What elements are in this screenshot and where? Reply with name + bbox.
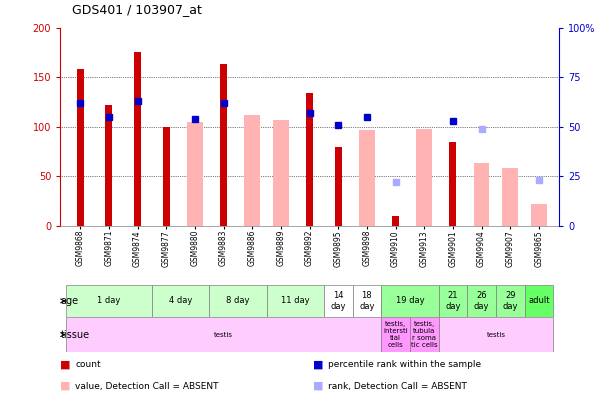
Text: 14
day: 14 day [331, 291, 346, 310]
Bar [187, 122, 203, 226]
Bar [496, 285, 525, 317]
Text: ■: ■ [60, 359, 70, 369]
Bar [209, 285, 266, 317]
Text: ■: ■ [313, 381, 323, 391]
Bar [105, 105, 112, 226]
Text: 29
day: 29 day [502, 291, 518, 310]
Text: GDS401 / 103907_at: GDS401 / 103907_at [72, 3, 202, 16]
Text: 19 day: 19 day [395, 297, 424, 305]
Text: testis,
tubula
r soma
tic cells: testis, tubula r soma tic cells [411, 321, 438, 348]
Bar [76, 69, 84, 226]
Bar [410, 317, 439, 352]
Text: percentile rank within the sample: percentile rank within the sample [328, 360, 481, 369]
Bar [273, 120, 288, 226]
Bar [381, 317, 410, 352]
Text: count: count [75, 360, 101, 369]
Text: ■: ■ [60, 381, 70, 391]
Text: rank, Detection Call = ABSENT: rank, Detection Call = ABSENT [328, 382, 466, 390]
Text: 4 day: 4 day [169, 297, 192, 305]
Text: value, Detection Call = ABSENT: value, Detection Call = ABSENT [75, 382, 219, 390]
Bar [392, 216, 399, 226]
Bar [525, 285, 553, 317]
Bar [381, 285, 439, 317]
Bar [163, 127, 169, 226]
Bar [474, 163, 489, 226]
Text: 8 day: 8 day [226, 297, 249, 305]
Bar [439, 285, 467, 317]
Text: 26
day: 26 day [474, 291, 489, 310]
Bar [306, 93, 313, 226]
Text: adult: adult [528, 297, 549, 305]
Text: testis: testis [214, 331, 233, 338]
Text: tissue: tissue [61, 329, 90, 340]
Bar [439, 317, 553, 352]
Text: 21
day: 21 day [445, 291, 460, 310]
Bar [359, 129, 375, 226]
Text: testis: testis [486, 331, 505, 338]
Text: age: age [61, 296, 79, 306]
Bar [353, 285, 381, 317]
Text: ■: ■ [313, 359, 323, 369]
Bar [531, 204, 547, 226]
Bar [450, 141, 456, 226]
Bar [266, 285, 324, 317]
Bar [66, 285, 152, 317]
Bar [335, 147, 342, 226]
Bar [244, 115, 260, 226]
Bar [416, 129, 432, 226]
Bar [152, 285, 209, 317]
Text: 18
day: 18 day [359, 291, 374, 310]
Text: 1 day: 1 day [97, 297, 121, 305]
Bar [134, 52, 141, 226]
Text: testis,
intersti
tial
cells: testis, intersti tial cells [383, 321, 408, 348]
Bar [502, 168, 518, 226]
Bar [324, 285, 353, 317]
Bar [66, 317, 381, 352]
Bar [467, 285, 496, 317]
Bar [220, 64, 227, 226]
Text: 11 day: 11 day [281, 297, 310, 305]
